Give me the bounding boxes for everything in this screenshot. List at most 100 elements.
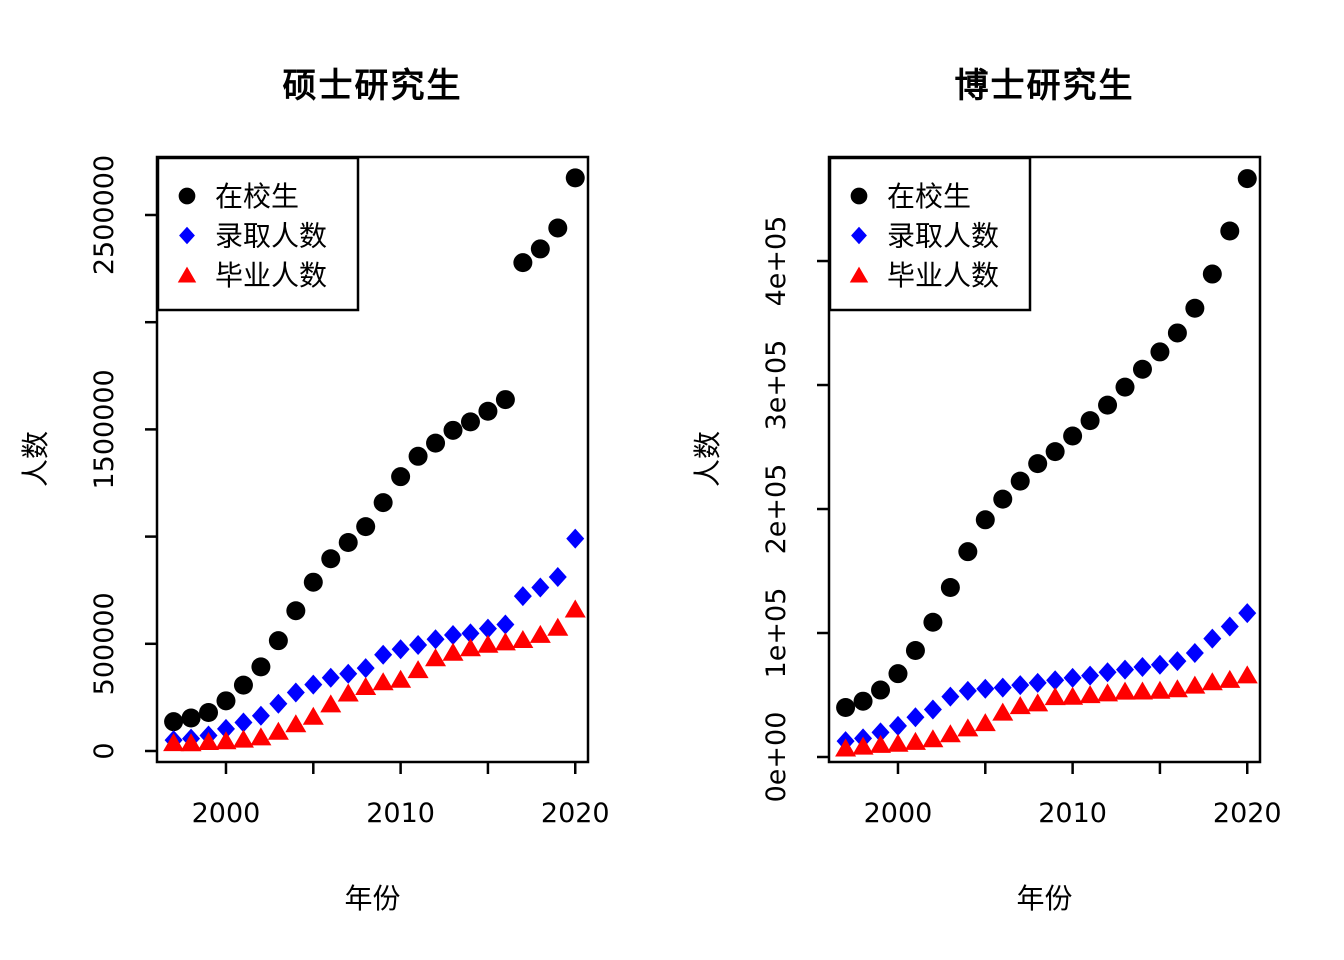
data-point-diamond [426,629,445,650]
data-point-triangle [1044,687,1066,706]
data-point-circle [888,664,908,684]
y-tick-label: 0e+00 [761,712,792,803]
data-point-diamond [234,712,253,733]
panel-master: 硕士研究生 人数 年份 2000 2010 2020 0 500000 1500000 25… [19,66,610,915]
data-point-circle [1202,264,1222,284]
data-point-diamond [496,614,515,635]
data-point-circle [1080,411,1100,431]
data-point-circle [1028,454,1048,474]
plot-title: 硕士研究生 [282,66,463,106]
x-tick-label: 2010 [366,798,435,829]
data-point-diamond [1081,665,1100,686]
data-point-circle [460,412,480,432]
x-tick-label: 2000 [192,798,261,829]
data-point-circle [251,657,271,677]
y-tick-label: 0 [89,742,120,759]
data-point-diamond [1116,659,1135,680]
data-point-triangle [1027,693,1049,712]
plot-box [155,155,590,764]
data-point-triangle [215,731,237,750]
legend-marker-triangle [177,266,197,283]
data-point-circle [373,493,393,513]
data-point-triangle [529,624,551,643]
data-point-circle [164,712,184,732]
plot-title: 博士研究生 [954,66,1135,106]
data-point-diamond [461,623,480,644]
data-point-circle [836,698,856,718]
data-point-diamond [1203,628,1222,649]
data-point-triangle [1184,675,1206,694]
data-point-triangle [870,734,892,753]
x-tick-label: 2010 [1038,798,1107,829]
data-point-diamond [1063,667,1082,688]
data-point-triangle [337,683,359,702]
data-point-triangle [180,733,202,752]
data-point-circle [923,612,943,632]
data-point-triangle [407,660,429,679]
y-tick-label: 4e+05 [761,216,792,307]
data-point-circle [1220,221,1240,241]
data-point-diamond [1046,670,1065,691]
data-point-diamond [374,644,393,665]
data-point-triangle [1201,672,1223,691]
data-point-diamond [993,677,1012,698]
legend-marker-circle [850,187,868,205]
data-point-circle [268,631,288,651]
data-point-circle [565,168,585,188]
data-point-triangle [1079,685,1101,704]
data-point-triangle [974,713,996,732]
data-point-diamond [1133,656,1152,677]
legend-label: 毕业人数 [887,259,999,292]
data-point-circle [1045,442,1065,462]
data-point-circle [408,446,428,466]
data-point-diamond [391,639,410,660]
data-point-triangle [1097,683,1119,702]
legend-label: 毕业人数 [215,259,327,292]
data-point-triangle [232,729,254,748]
y-tick-label: 2500000 [89,155,120,275]
data-point-circle [853,691,873,711]
plot-box [827,155,1262,764]
data-point-diamond [1150,654,1169,675]
data-point-diamond [1011,675,1030,696]
data-point-circle [871,680,891,700]
data-point-triangle [957,718,979,737]
data-point-diamond [409,634,428,655]
data-point-triangle [459,638,481,657]
panel-doctoral: 博士研究生 人数 年份 2000 2010 2020 0e+00 1e+05 2e+05 3… [672,0,1344,960]
data-point-circle [1010,471,1030,491]
y-tick-label: 2e+05 [761,464,792,555]
data-point-triangle [852,736,874,755]
data-point-triangle [355,676,377,695]
data-point-circle [993,489,1013,509]
data-point-circle [356,517,376,537]
data-point-triangle [390,669,412,688]
data-point-diamond [304,674,323,695]
legend-label: 录取人数 [887,220,999,253]
legend-label: 录取人数 [215,220,327,253]
legend-marker-diamond [179,226,195,245]
x-tick-label: 2000 [864,798,933,829]
data-point-triangle [302,706,324,725]
data-point-triangle [887,733,909,752]
data-point-triangle [372,672,394,691]
data-point-circle [233,675,253,695]
data-point-diamond [531,577,550,598]
x-axis-title: 年份 [344,882,401,915]
data-point-circle [1237,169,1257,189]
data-point-circle [1098,395,1118,415]
data-point-diamond [216,718,235,739]
x-tick-label: 2020 [541,798,610,829]
data-point-circle [940,578,960,598]
legend-label: 在校生 [215,180,299,213]
data-point-triangle [512,630,534,649]
data-point-diamond [871,722,890,743]
data-point-diamond [339,663,358,684]
data-point-circle [1115,377,1135,397]
data-point-triangle [1009,696,1031,715]
data-point-triangle [1114,681,1136,700]
legend-marker-triangle [849,266,869,283]
data-point-diamond [444,625,463,646]
data-point-diamond [566,528,585,549]
